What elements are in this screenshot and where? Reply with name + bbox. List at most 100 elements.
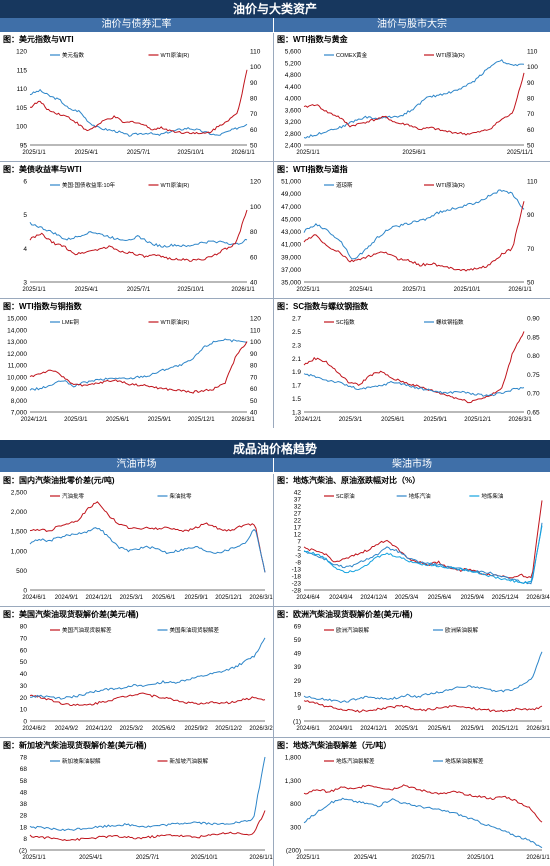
y-tick-label: 45,000 <box>281 216 301 223</box>
y-tick-label: 12,000 <box>7 351 27 358</box>
series-line <box>30 637 266 700</box>
series-line <box>29 209 248 262</box>
y-tick-label: 5 <box>23 212 27 219</box>
x-tick-label: 2025/12/1 <box>464 417 491 423</box>
y-tick-label: 48 <box>20 789 28 796</box>
y2-tick-label: 90 <box>527 80 535 87</box>
y2-tick-label: 50 <box>250 398 258 405</box>
y2-tick-label: 100 <box>527 64 538 71</box>
y-tick-label: -18 <box>292 574 302 581</box>
y2-tick-label: 100 <box>250 339 261 346</box>
y-tick-label: 80 <box>20 624 28 631</box>
legend-label: 新加坡柴油裂解 <box>62 757 101 765</box>
y2-tick-label: 40 <box>250 410 258 417</box>
section-banner-assets: 油价与大类资产 <box>0 0 550 18</box>
y-tick-label: 95 <box>20 143 28 150</box>
legend-label: WTI原油(R) <box>161 318 190 326</box>
x-tick-label: 2025/6/2 <box>152 726 176 732</box>
y-tick-label: 29 <box>294 678 302 685</box>
x-tick-label: 2025/9/2 <box>184 726 208 732</box>
chart-title: 图：欧洲汽柴油现货裂解价差(美元/桶) <box>277 610 413 619</box>
x-tick-label: 2025/9/1 <box>148 417 172 423</box>
x-tick-label: 2025/3/1 <box>339 417 363 423</box>
y2-tick-label: 60 <box>527 127 535 134</box>
subheader-bonds-fx: 油价与债券汇率 <box>0 18 273 32</box>
chart-panel: 图：国内汽柴油批零价差(元/吨) 0 500 1,000 1,500 2,000 2,500… <box>0 474 273 606</box>
x-tick-label: 2025/10/1 <box>454 287 481 293</box>
y-tick-label: 39 <box>294 664 302 671</box>
y-tick-label: 69 <box>294 624 302 631</box>
y-tick-label: 43,000 <box>281 229 301 236</box>
series-line <box>303 72 525 136</box>
y-tick-label: 4,400 <box>285 84 302 91</box>
y-tick-label: 2.5 <box>292 329 301 336</box>
x-tick-label: 2024/9/1 <box>329 726 353 732</box>
row-divider <box>0 606 550 607</box>
legend-label: SC指数 <box>336 318 355 326</box>
legend-label: LME铜 <box>62 318 79 326</box>
y-tick-label: 0 <box>23 588 27 595</box>
series-line <box>303 651 543 704</box>
legend-label: 螺纹钢指数 <box>436 318 464 326</box>
y2-tick-label: 0.75 <box>527 372 540 379</box>
legend-label: SC原油 <box>336 492 355 500</box>
x-tick-label: 2026/3/1 <box>508 417 532 423</box>
y-tick-label: 4,000 <box>285 96 302 103</box>
y-tick-label: -28 <box>292 588 302 595</box>
y-tick-label: 1.7 <box>292 383 301 390</box>
y-tick-label: -8 <box>295 560 301 567</box>
legend-label: WTI原油(R) <box>436 181 465 189</box>
y-tick-label: 13,000 <box>7 339 27 346</box>
chart-panel: 图：WTI指数与道指 35,000 37,000 39,000 41,000 43,000… <box>274 163 550 298</box>
y-tick-label: 800 <box>290 801 301 808</box>
y-tick-label: 49,000 <box>281 191 301 198</box>
x-tick-label: 2024/6/4 <box>296 595 320 601</box>
y-tick-label: 7 <box>297 539 301 546</box>
y2-tick-label: 0.80 <box>527 353 540 360</box>
y2-tick-label: 0.70 <box>527 391 540 398</box>
series-line <box>29 810 266 842</box>
legend-label: COMEX黄金 <box>336 51 368 59</box>
y2-tick-label: 110 <box>250 327 261 334</box>
chart-svg: 3 4 5 6 40 60 80 100 120 2025/1/1 2025/4/1 2025/7/1… <box>22 179 261 294</box>
y-tick-label: (2) <box>19 848 27 855</box>
x-tick-label: 2026/3/4 <box>526 595 550 601</box>
x-tick-label: 2025/4/1 <box>75 150 99 156</box>
chart-svg: -28-23-18-13-8-327121722273237422024/6/4… <box>292 490 550 602</box>
x-tick-label: 2025/3/1 <box>120 595 144 601</box>
y-tick-label: 49 <box>294 651 302 658</box>
legend-label: 道琼斯 <box>336 181 353 189</box>
y-tick-label: (200) <box>286 848 301 855</box>
y-tick-label: 1,300 <box>285 778 302 785</box>
y-tick-label: 7,000 <box>11 410 28 417</box>
series-line <box>303 784 543 823</box>
y-tick-label: 8 <box>23 836 27 843</box>
y-tick-label: 30 <box>20 683 28 690</box>
x-tick-label: 2025/6/1 <box>106 417 130 423</box>
y2-tick-label: 90 <box>250 80 258 87</box>
chart-title: 图：美国汽柴油现货裂解价差(美元/桶) <box>3 610 139 619</box>
y-tick-label: 100 <box>16 124 27 131</box>
series-line <box>303 373 525 397</box>
legend-label: 欧洲汽油裂解 <box>336 626 370 634</box>
chart-panel: 图：美债收益率与WTI 3 4 5 6 40 60 80 100 120 2025/1/1 2025/… <box>0 163 273 298</box>
legend-label: 美国:国债收益率:10年 <box>62 181 116 189</box>
chart-title: 图：WTI指数与道指 <box>277 165 348 174</box>
y-tick-label: 0 <box>23 719 27 726</box>
chart-panel: 图：WTI指数与铜指数 7,000 8,000 9,000 10,000 11,000 12… <box>0 300 273 428</box>
series-line <box>303 522 543 585</box>
legend-label: 地炼汽油裂解差 <box>336 757 375 765</box>
legend-label: WTI原油(R) <box>161 181 190 189</box>
y-tick-label: 11,000 <box>8 363 28 370</box>
series-line <box>29 222 248 248</box>
legend-label: 美元指数 <box>62 51 85 59</box>
chart-title: 图：国内汽柴油批零价差(元/吨) <box>3 476 115 485</box>
chart-panel: 图：地炼汽柴油裂解差（元/吨） (200) 300 800 1,300 1,800 2025… <box>274 739 550 866</box>
y-tick-label: 40 <box>20 671 28 678</box>
chart-svg: 0 500 1,000 1,500 2,000 2,500 2024/6/1 2024/9/1… <box>11 490 273 602</box>
chart-title: 图：新加坡汽柴油现货裂解价差(美元/桶) <box>3 741 147 750</box>
y-tick-label: 6 <box>23 179 27 186</box>
row-divider <box>0 161 550 162</box>
y2-tick-label: 50 <box>527 143 535 150</box>
x-tick-label: 2026/1/1 <box>231 150 255 156</box>
